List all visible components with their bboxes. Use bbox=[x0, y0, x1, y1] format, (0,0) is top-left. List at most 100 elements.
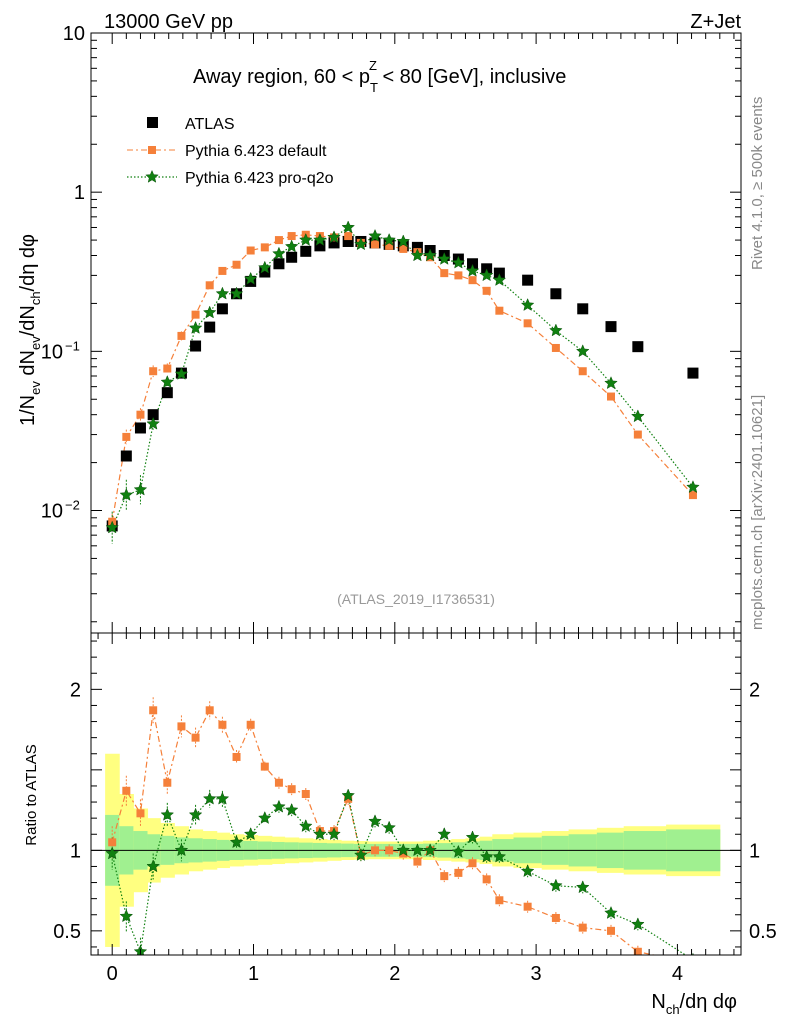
proq2o-point bbox=[215, 286, 230, 300]
xlabel-part-b: /dη dφ bbox=[680, 991, 737, 1013]
legend-atlas-label: ATLAS bbox=[185, 116, 235, 133]
xlabel-part-a: N bbox=[651, 991, 665, 1013]
proq2o-point bbox=[202, 305, 217, 319]
atlas-point bbox=[577, 303, 589, 315]
ylabel-part-a: 1/N bbox=[17, 395, 39, 426]
ratio-proq2o-point bbox=[451, 844, 466, 858]
ratio-ylabel: Ratio to ATLAS bbox=[23, 744, 40, 845]
ratio-proq2o-point bbox=[631, 917, 645, 931]
proq2o-point bbox=[686, 480, 700, 494]
ratio-proq2o-point bbox=[465, 830, 480, 844]
proq2o-line bbox=[111, 226, 694, 528]
default-point bbox=[246, 246, 255, 255]
proq2o-point bbox=[396, 234, 411, 248]
ratio-proq2o-point bbox=[284, 802, 299, 816]
ratio-default-point bbox=[523, 902, 532, 911]
default-point bbox=[688, 491, 697, 500]
ratio-proq2o-point bbox=[382, 820, 396, 834]
ratio-proq2o-point bbox=[146, 859, 160, 873]
legend-atlas-marker bbox=[147, 117, 158, 128]
ratio-proq2o-point bbox=[437, 827, 452, 841]
main-series bbox=[105, 220, 700, 544]
ratio-default-point bbox=[218, 720, 227, 729]
rivet-label: Rivet 4.1.0, ≥ 500k events bbox=[749, 97, 766, 270]
main-ytick-label: 10 bbox=[41, 341, 63, 363]
default-point bbox=[287, 232, 296, 241]
ratio-bands bbox=[91, 753, 741, 947]
ratio-proq2o-point bbox=[354, 848, 368, 861]
default-point bbox=[385, 241, 394, 250]
ratio-default-point bbox=[371, 846, 380, 855]
default-point bbox=[122, 432, 131, 441]
default-point bbox=[468, 276, 477, 285]
proq2o-point bbox=[492, 273, 507, 286]
atlas-point bbox=[605, 321, 617, 333]
default-point bbox=[218, 266, 227, 275]
ratio-ytick-label-right: 1 bbox=[749, 840, 760, 862]
atlas-point bbox=[632, 341, 644, 353]
default-point bbox=[260, 243, 269, 252]
title-sub: T bbox=[370, 80, 378, 95]
title-suffix: < 80 [GeV], inclusive bbox=[377, 66, 567, 88]
main-ytick-label: 10 bbox=[41, 501, 63, 523]
proq2o-point bbox=[160, 375, 175, 388]
ratio-ytick-label-left: 2 bbox=[70, 679, 81, 701]
ratio-default-point bbox=[301, 790, 310, 798]
proq2o-point bbox=[368, 228, 382, 242]
ratio-proq2o-point bbox=[229, 835, 244, 849]
proq2o-point bbox=[188, 320, 203, 334]
ratio-ytick-label-left: 0.5 bbox=[53, 921, 81, 943]
ratio-proq2o-point bbox=[174, 843, 189, 857]
proq2o-point bbox=[298, 232, 313, 246]
default-point bbox=[454, 271, 463, 280]
atlas-point bbox=[190, 340, 202, 352]
default-point bbox=[633, 430, 642, 439]
xtick-label: 4 bbox=[672, 963, 683, 985]
ratio-proq2o-point bbox=[313, 827, 327, 841]
ratio-default-point bbox=[274, 778, 283, 787]
ratio-proq2o-point bbox=[215, 791, 230, 805]
ratio-series bbox=[105, 697, 694, 955]
default-point bbox=[232, 260, 241, 269]
watermark: (ATLAS_2019_I1736531) bbox=[337, 591, 495, 607]
ratio-default-point bbox=[551, 913, 560, 922]
proq2o-point bbox=[272, 246, 286, 260]
atlas-point bbox=[161, 387, 173, 399]
legend: ATLAS Pythia 6.423 default Pythia 6.423 … bbox=[127, 116, 334, 187]
ratio-default-point bbox=[607, 926, 615, 935]
ratio-proq2o-point bbox=[119, 909, 134, 923]
ratio-proq2o-point bbox=[479, 849, 494, 863]
atlas-point bbox=[328, 237, 340, 249]
ratio-proq2o-point bbox=[298, 819, 313, 832]
ratio-default-point bbox=[122, 786, 131, 795]
proq2o-point bbox=[133, 482, 148, 496]
ratio-frame bbox=[90, 632, 742, 956]
header-left: 13000 GeV pp bbox=[104, 11, 233, 33]
ratio-proq2o-point bbox=[160, 807, 175, 821]
xtick-label: 3 bbox=[531, 963, 542, 985]
atlas-point bbox=[550, 288, 562, 300]
proq2o-point bbox=[437, 251, 452, 265]
proq2o-point bbox=[258, 260, 272, 274]
legend-default-marker bbox=[148, 146, 156, 154]
default-point bbox=[274, 236, 283, 245]
xtick-label: 0 bbox=[107, 963, 118, 985]
ratio-default-point bbox=[108, 838, 117, 847]
default-point bbox=[344, 232, 353, 241]
default-point bbox=[578, 367, 587, 376]
main-ytick-label: 10 bbox=[63, 23, 85, 45]
atlas-point bbox=[273, 258, 285, 270]
default-point bbox=[371, 240, 380, 249]
xtick-label: 1 bbox=[248, 963, 259, 985]
ratio-proq2o-point bbox=[549, 878, 563, 892]
legend-default-label: Pythia 6.423 default bbox=[185, 143, 327, 160]
atlas-point bbox=[147, 409, 159, 421]
default-point bbox=[191, 310, 200, 319]
chart-title: Away region, 60 < pTZ < 80 [GeV], inclus… bbox=[193, 58, 566, 95]
atlas-point bbox=[204, 321, 216, 333]
ratio-proq2o-point bbox=[202, 791, 217, 805]
proq2o-point bbox=[631, 409, 645, 423]
ratio-default-point bbox=[232, 752, 241, 761]
proq2o-point bbox=[423, 248, 437, 262]
